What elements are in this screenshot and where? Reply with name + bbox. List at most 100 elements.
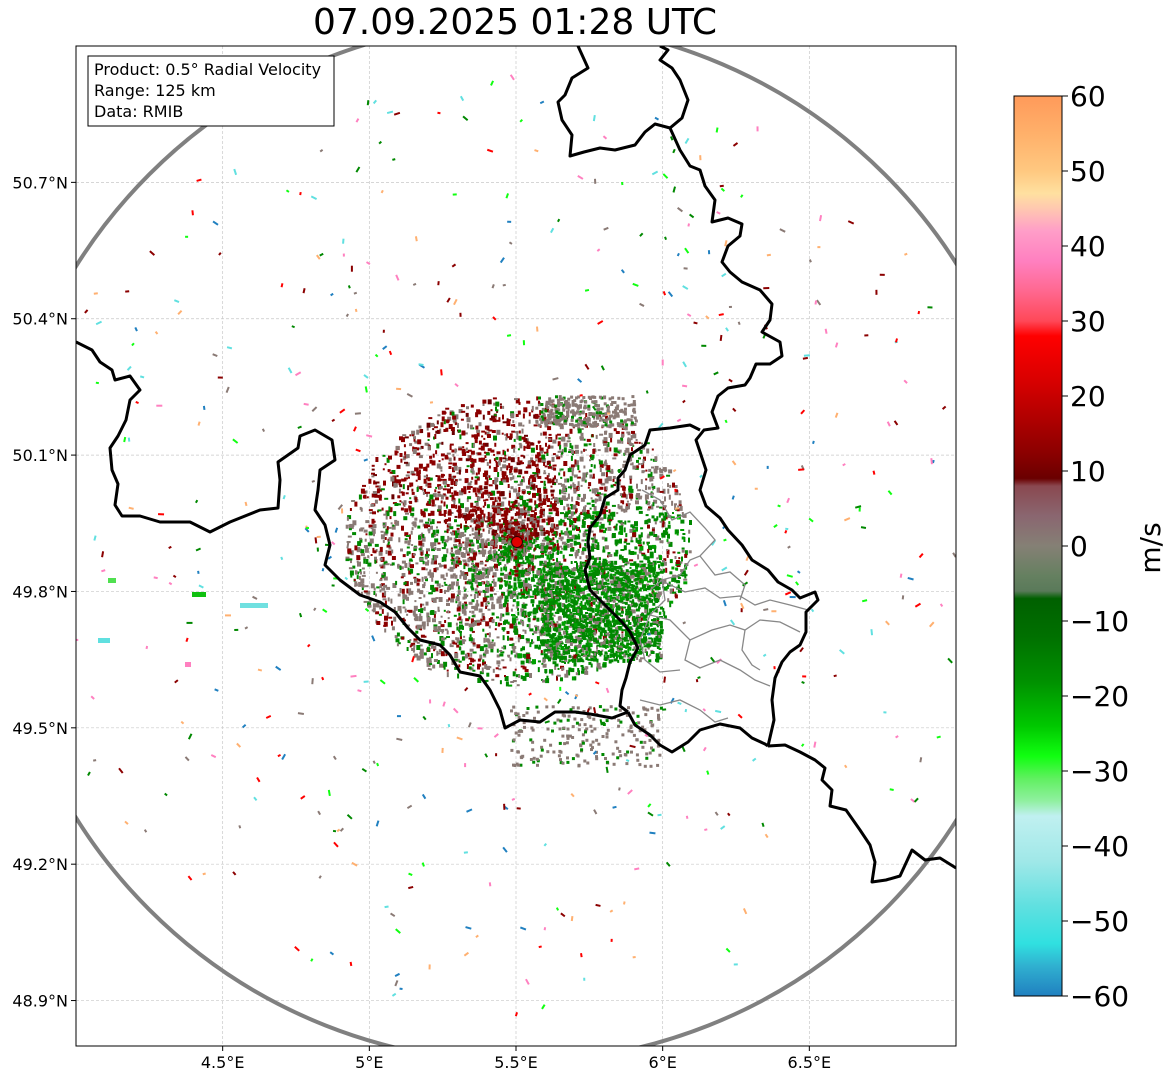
echo-pixel xyxy=(537,475,542,479)
echo-pixel xyxy=(476,584,479,588)
echo-pixel xyxy=(482,505,485,508)
echo-pixel xyxy=(370,503,375,507)
echo-pixel xyxy=(577,487,580,490)
echo-pixel xyxy=(528,553,532,557)
echo-pixel xyxy=(446,452,451,455)
echo-pixel xyxy=(470,458,474,463)
echo-pixel xyxy=(627,520,631,523)
echo-pixel xyxy=(449,537,453,541)
echo-pixel xyxy=(604,537,608,542)
echo-pixel xyxy=(512,508,515,511)
echo-pixel xyxy=(659,490,664,493)
echo-pixel xyxy=(382,454,386,457)
echo-pixel xyxy=(470,464,474,469)
echo-pixel xyxy=(544,669,548,673)
echo-pixel xyxy=(659,540,664,544)
echo-pixel xyxy=(447,535,450,541)
echo-pixel xyxy=(547,472,550,477)
echo-pixel xyxy=(495,522,500,526)
echo-pixel xyxy=(636,459,639,463)
echo-pixel xyxy=(502,449,505,455)
echo-pixel xyxy=(404,477,408,480)
echo-pixel xyxy=(489,417,492,420)
echo-pixel xyxy=(436,650,439,656)
echo-pixel xyxy=(637,489,642,492)
echo-pixel xyxy=(484,541,487,546)
echo-pixel xyxy=(433,649,436,652)
echo-pixel xyxy=(527,659,531,664)
echo-pixel xyxy=(365,559,369,564)
echo-pixel xyxy=(654,465,659,470)
echo-pixel xyxy=(503,645,507,650)
echo-pixel xyxy=(520,561,523,564)
echo-pixel xyxy=(382,539,385,543)
echo-pixel xyxy=(426,463,430,468)
echo-pixel xyxy=(534,544,537,550)
echo-pixel xyxy=(363,571,366,575)
echo-pixel xyxy=(644,604,649,607)
echo-pixel xyxy=(640,640,645,644)
echo-pixel xyxy=(622,500,625,505)
echo-pixel xyxy=(374,559,377,564)
echo-pixel xyxy=(438,585,441,589)
echo-pixel xyxy=(527,546,532,550)
echo-pixel xyxy=(596,413,600,416)
echo-pixel xyxy=(515,398,520,404)
echo-pixel xyxy=(347,548,352,554)
echo-pixel xyxy=(481,545,484,551)
echo-pixel xyxy=(357,561,361,567)
echo-pixel xyxy=(546,650,550,654)
echo-pixel xyxy=(601,570,604,575)
echo-pixel xyxy=(468,541,471,544)
echo-pixel xyxy=(413,553,416,556)
echo-pixel xyxy=(373,481,378,485)
echo-pixel xyxy=(478,457,483,462)
echo-pixel xyxy=(467,423,470,429)
echo-pixel xyxy=(585,650,589,656)
echo-pixel xyxy=(457,509,462,514)
echo-pixel xyxy=(493,435,497,441)
echo-pixel xyxy=(432,664,436,669)
echo-pixel xyxy=(434,538,439,543)
echo-pixel xyxy=(482,661,486,666)
echo-pixel xyxy=(500,537,504,540)
echo-pixel xyxy=(407,540,411,546)
echo-pixel xyxy=(583,668,587,670)
echo-pixel xyxy=(515,559,519,564)
echo-pixel xyxy=(451,430,455,435)
echo-pixel xyxy=(557,635,561,640)
echo-pixel xyxy=(653,518,658,522)
echo-pixel xyxy=(404,461,408,464)
echo-pixel xyxy=(404,581,409,587)
echo-pixel xyxy=(634,521,638,527)
echo-pixel xyxy=(549,403,552,407)
echo-pixel xyxy=(513,488,518,493)
echo-pixel xyxy=(654,547,657,553)
echo-pixel xyxy=(485,587,489,592)
echo-pixel xyxy=(550,557,553,560)
echo-pixel xyxy=(519,444,523,449)
echo-pixel xyxy=(609,560,614,565)
echo-pixel xyxy=(413,548,417,552)
echo-pixel xyxy=(431,653,433,659)
echo-pixel xyxy=(456,594,459,597)
echo-pixel xyxy=(387,541,390,544)
echo-pixel xyxy=(470,618,474,624)
echo-pixel xyxy=(556,560,559,563)
echo-pixel xyxy=(590,521,593,526)
echo-pixel xyxy=(598,603,602,608)
echo-pixel xyxy=(423,475,428,478)
echo-pixel xyxy=(552,661,557,665)
echo-pixel xyxy=(580,665,584,667)
echo-pixel xyxy=(478,447,482,450)
echo-pixel xyxy=(443,512,446,517)
echo-pixel xyxy=(492,397,497,400)
echo-pixel xyxy=(554,665,557,670)
echo-pixel xyxy=(577,502,580,506)
echo-pixel xyxy=(549,538,553,541)
echo-pixel xyxy=(357,547,361,551)
echo-pixel xyxy=(526,400,531,404)
echo-pixel xyxy=(391,556,396,560)
echo-pixel xyxy=(599,631,603,637)
echo-pixel xyxy=(548,557,551,563)
